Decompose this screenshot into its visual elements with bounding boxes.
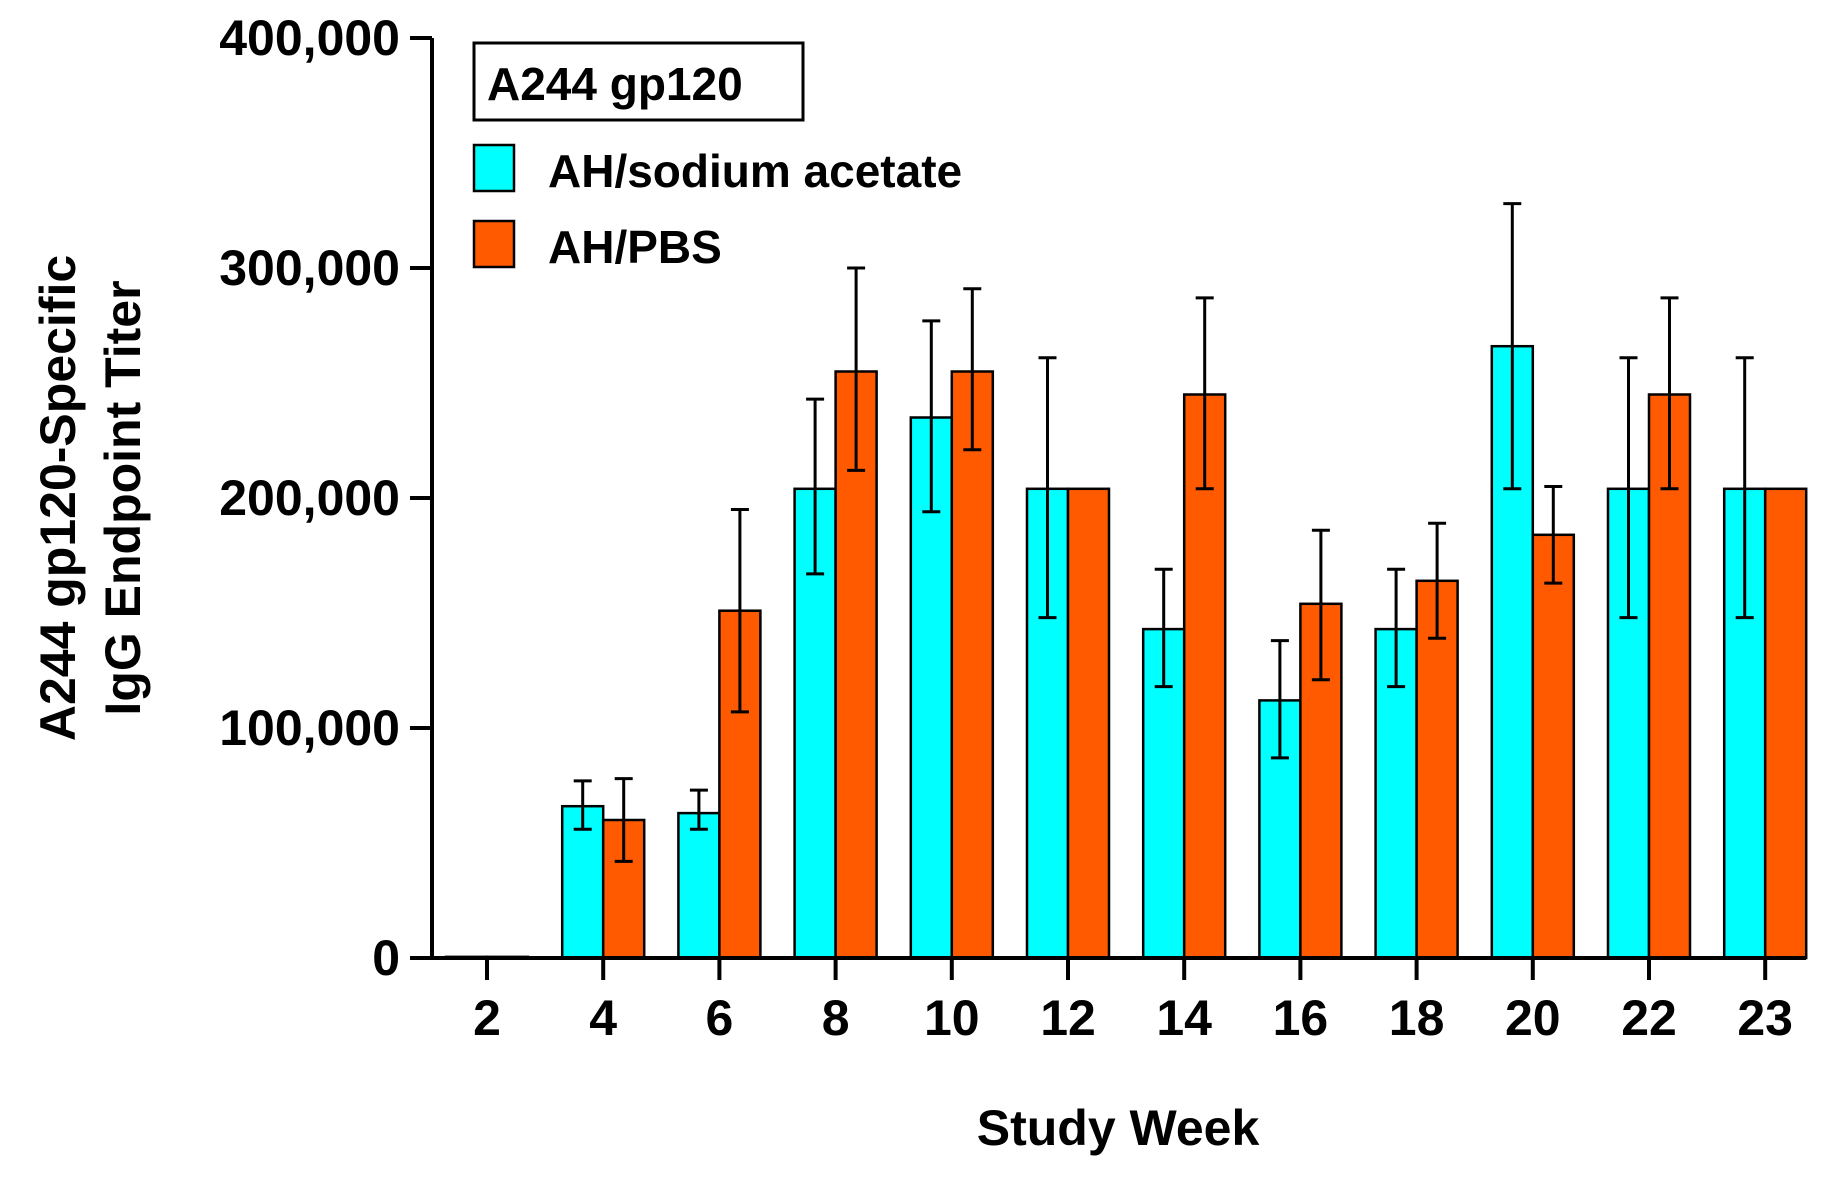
y-axis-title-line1: A244 gp120-Specific	[30, 255, 86, 741]
legend: A244 gp120 AH/sodium acetate AH/PBS	[474, 43, 962, 273]
legend-label-pbs: AH/PBS	[548, 221, 722, 273]
x-tick-label-week-23: 23	[1737, 990, 1793, 1046]
y-tick-label: 0	[372, 930, 400, 986]
y-tick-label: 100,000	[219, 700, 400, 756]
chart-title: A244 gp120	[487, 58, 743, 110]
y-tick-label: 400,000	[219, 10, 400, 66]
bar-pbs-week-20	[1533, 535, 1574, 958]
chart-root: 0 100,000 200,000 300,000 400,000 2 4 6 8 10 12 14…	[0, 0, 1821, 1177]
x-tick-label-week-22: 22	[1621, 990, 1677, 1046]
legend-swatch-sodium-acetate	[474, 145, 514, 191]
x-tick-label-week-10: 10	[924, 990, 980, 1046]
x-tick-label-week-12: 12	[1040, 990, 1096, 1046]
bar-chart: 0 100,000 200,000 300,000 400,000 2 4 6 8 10 12 14…	[0, 0, 1821, 1177]
x-tick-label-week-2: 2	[473, 990, 501, 1046]
bar-pbs-week-12	[1068, 489, 1109, 958]
x-axis-title: Study Week	[977, 1100, 1260, 1156]
y-axis-title-line2: IgG Endpoint Titer	[95, 280, 151, 715]
y-tick-label: 300,000	[219, 240, 400, 296]
bar-sodium-acetate-week-6	[678, 813, 719, 958]
legend-swatch-pbs	[474, 221, 514, 267]
x-tick-label-week-4: 4	[589, 990, 617, 1046]
y-tick-label: 200,000	[219, 470, 400, 526]
x-tick-label-week-16: 16	[1273, 990, 1329, 1046]
x-tick-label-week-8: 8	[822, 990, 850, 1046]
x-tick-label-week-18: 18	[1389, 990, 1445, 1046]
legend-label-sodium-acetate: AH/sodium acetate	[548, 145, 962, 197]
x-tick-label-week-6: 6	[705, 990, 733, 1046]
bar-pbs-week-10	[952, 372, 993, 959]
x-tick-label-week-20: 20	[1505, 990, 1561, 1046]
x-tick-label-week-14: 14	[1156, 990, 1212, 1046]
bar-pbs-week-23	[1765, 489, 1806, 958]
